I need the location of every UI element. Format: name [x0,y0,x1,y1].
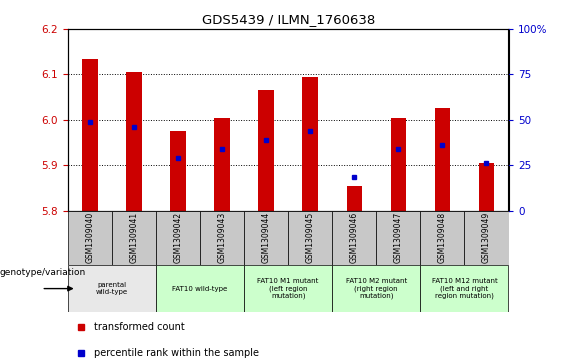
Text: FAT10 wild-type: FAT10 wild-type [172,286,228,291]
Bar [332,211,376,265]
Text: FAT10 M1 mutant
(left region
mutation): FAT10 M1 mutant (left region mutation) [258,278,319,299]
Text: GSM1309049: GSM1309049 [482,212,491,264]
Bar [346,185,362,211]
Bar [82,58,98,211]
Title: GDS5439 / ILMN_1760638: GDS5439 / ILMN_1760638 [202,13,375,26]
Text: percentile rank within the sample: percentile rank within the sample [94,348,259,358]
Text: GSM1309047: GSM1309047 [394,212,403,264]
Bar [479,163,494,211]
Bar [302,77,318,211]
Text: GSM1309042: GSM1309042 [173,212,182,263]
Bar [156,265,244,312]
Bar [390,118,406,211]
Bar [464,211,508,265]
Text: parental
wild-type: parental wild-type [96,282,128,295]
Bar [420,265,508,312]
Text: FAT10 M2 mutant
(right region
mutation): FAT10 M2 mutant (right region mutation) [346,278,407,299]
Bar [214,118,230,211]
Text: FAT10 M12 mutant
(left and right
region mutation): FAT10 M12 mutant (left and right region … [432,278,497,299]
Text: GSM1309044: GSM1309044 [262,212,271,264]
Bar [434,109,450,211]
Bar [288,211,332,265]
Bar [68,265,156,312]
Bar [112,211,156,265]
Bar [244,211,288,265]
Bar [170,131,186,211]
Text: GSM1309040: GSM1309040 [85,212,94,264]
Text: GSM1309048: GSM1309048 [438,212,447,263]
Bar [156,211,200,265]
Bar [258,90,274,211]
Bar [376,211,420,265]
Text: GSM1309046: GSM1309046 [350,212,359,264]
Bar [420,211,464,265]
Text: GSM1309041: GSM1309041 [129,212,138,263]
Text: genotype/variation: genotype/variation [0,268,86,277]
Bar [126,72,142,211]
Text: GSM1309045: GSM1309045 [306,212,315,264]
Text: transformed count: transformed count [94,322,185,333]
Bar [244,265,332,312]
Text: GSM1309043: GSM1309043 [218,212,227,264]
Bar [200,211,244,265]
Bar [68,211,112,265]
Bar [332,265,420,312]
